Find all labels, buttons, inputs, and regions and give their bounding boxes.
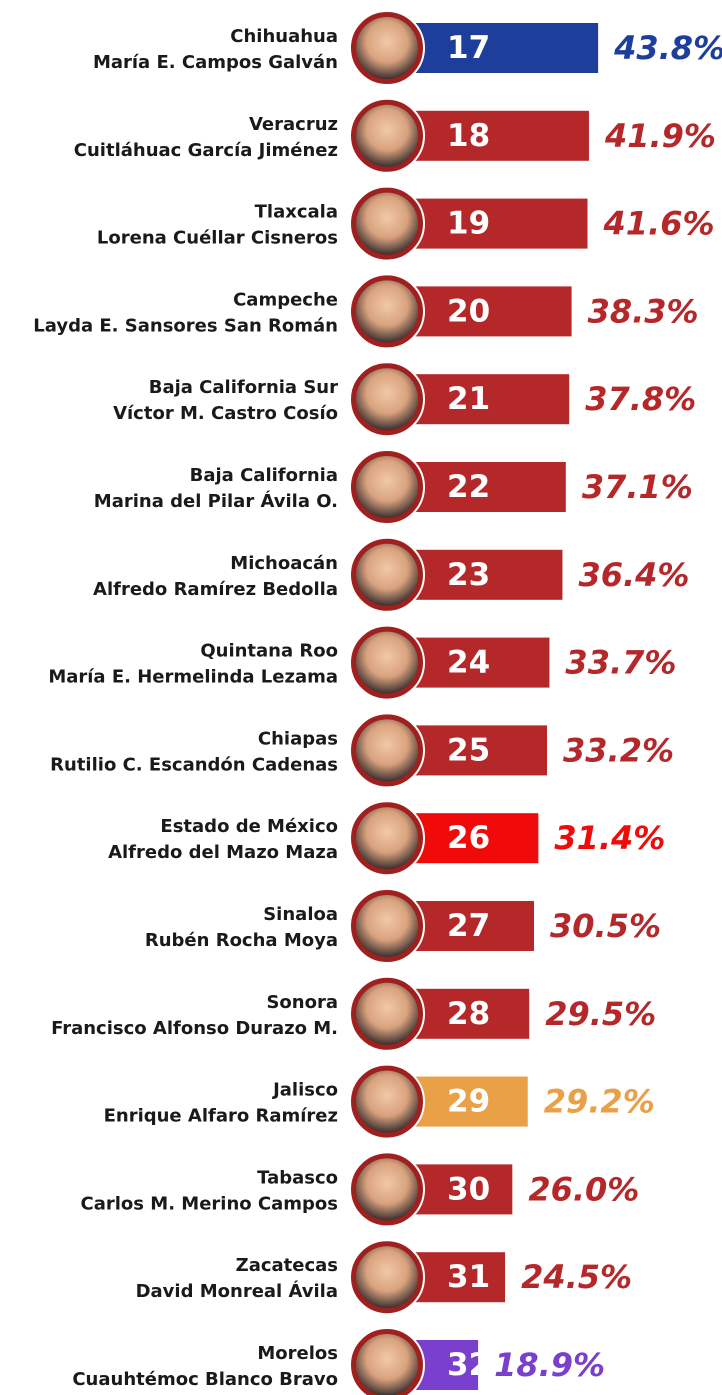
row: Zacatecas David Monreal Ávila 31 24.5% <box>136 1239 632 1316</box>
state-name: Morelos <box>257 1343 338 1364</box>
value-label: 41.6% <box>603 205 715 243</box>
rank: 26 <box>447 820 490 856</box>
photo <box>356 192 418 255</box>
governor-name: Cuitláhuac García Jiménez <box>74 140 338 161</box>
governor-name: David Monreal Ávila <box>136 1280 338 1302</box>
state-name: Campeche <box>233 289 338 310</box>
row: Sinaloa Rubén Rocha Moya 27 30.5% <box>145 888 661 964</box>
state-name: Zacatecas <box>236 1255 338 1276</box>
rank: 22 <box>447 469 490 505</box>
value-label: 37.1% <box>582 468 693 506</box>
rank: 20 <box>447 293 490 329</box>
row: Michoacán Alfredo Ramírez Bedolla 23 36.4% <box>93 536 689 613</box>
governor-name: Lorena Cuéllar Cisneros <box>97 228 338 249</box>
value-label: 29.2% <box>544 1083 655 1121</box>
state-name: Chiapas <box>258 728 338 749</box>
row: Tabasco Carlos M. Merino Campos 30 26.0% <box>81 1151 639 1228</box>
row: Quintana Roo María E. Hermelinda Lezama 24… <box>48 624 676 701</box>
value-label: 37.8% <box>585 380 696 418</box>
photo <box>356 17 418 79</box>
photo <box>356 280 418 343</box>
photo <box>356 982 418 1045</box>
photo <box>356 456 418 518</box>
value-label: 36.4% <box>578 556 689 594</box>
row: Jalisco Enrique Alfaro Ramírez 29 29.2% <box>104 1063 655 1140</box>
value-label: 29.5% <box>545 995 656 1033</box>
photo <box>356 1158 418 1221</box>
photo <box>356 543 418 606</box>
rank: 21 <box>447 381 490 417</box>
photo <box>356 807 418 870</box>
governor-name: Alfredo del Mazo Maza <box>108 842 338 863</box>
photo <box>356 631 418 694</box>
state-name: Sonora <box>266 992 338 1013</box>
governor-name: María E. Hermelinda Lezama <box>48 667 338 688</box>
value-label: 43.8% <box>613 29 722 67</box>
row: Morelos Cuauhtémoc Blanco Bravo 32 18.9% <box>72 1327 605 1395</box>
state-name: Quintana Roo <box>200 641 338 662</box>
row: Campeche Layda E. Sansores San Román 20 38.… <box>33 273 699 350</box>
row: Baja California Sur Víctor M. Castro Cosí… <box>113 361 696 438</box>
rank: 25 <box>447 732 490 768</box>
photo <box>356 104 418 167</box>
rank: 24 <box>447 645 490 681</box>
rank: 18 <box>447 118 490 154</box>
row: Chiapas Rutilio C. Escandón Cadenas 25 33.2… <box>50 712 674 789</box>
photo <box>356 719 418 782</box>
photo <box>356 1334 418 1395</box>
state-name: Tlaxcala <box>255 202 338 223</box>
value-label: 33.7% <box>565 644 676 682</box>
rank: 28 <box>447 996 490 1032</box>
governor-name: Víctor M. Castro Cosío <box>113 403 338 424</box>
rank: 19 <box>447 206 490 242</box>
value-label: 41.9% <box>604 117 716 155</box>
governor-name: Rubén Rocha Moya <box>145 930 338 951</box>
state-name: Chihuahua <box>230 26 338 47</box>
rank: 30 <box>447 1171 490 1207</box>
governor-name: Alfredo Ramírez Bedolla <box>93 579 338 600</box>
photo <box>356 895 418 957</box>
state-name: Veracruz <box>249 114 338 135</box>
value-label: 38.3% <box>588 292 699 330</box>
value-label: 31.4% <box>554 819 665 857</box>
governor-name: María E. Campos Galván <box>93 52 338 73</box>
row: Tlaxcala Lorena Cuéllar Cisneros 19 41.6% <box>97 185 715 262</box>
rank: 31 <box>447 1259 490 1295</box>
rank: 23 <box>447 557 490 593</box>
governor-name: Marina del Pilar Ávila O. <box>94 490 338 512</box>
governor-name: Carlos M. Merino Campos <box>81 1193 338 1214</box>
value-label: 18.9% <box>494 1346 605 1384</box>
state-name: Michoacán <box>230 553 338 574</box>
photo <box>356 1246 418 1309</box>
rank: 17 <box>447 30 490 66</box>
rank: 29 <box>447 1084 490 1120</box>
state-name: Sinaloa <box>263 904 338 925</box>
governor-name: Rutilio C. Escandón Cadenas <box>50 754 338 775</box>
value-label: 24.5% <box>521 1258 632 1296</box>
state-name: Baja California <box>190 465 338 486</box>
row: Estado de México Alfredo del Mazo Maza 26 3… <box>108 800 665 877</box>
photo <box>356 1070 418 1133</box>
rank: 32 <box>447 1347 490 1383</box>
row: Sonora Francisco Alfonso Durazo M. 28 29.5% <box>51 975 656 1052</box>
state-name: Tabasco <box>257 1167 338 1188</box>
row: Baja California Marina del Pilar Ávila O.… <box>94 449 693 525</box>
row: Chihuahua María E. Campos Galván 17 43.8% <box>93 10 722 86</box>
state-name: Jalisco <box>271 1080 338 1101</box>
rank: 27 <box>447 908 490 944</box>
governor-name: Francisco Alfonso Durazo M. <box>51 1018 338 1039</box>
row: Veracruz Cuitláhuac García Jiménez 18 41.9% <box>74 97 716 174</box>
governor-name: Layda E. Sansores San Román <box>33 315 338 336</box>
photo <box>356 368 418 431</box>
state-name: Baja California Sur <box>149 377 338 398</box>
state-name: Estado de México <box>160 816 338 837</box>
value-label: 33.2% <box>563 731 674 769</box>
governor-name: Enrique Alfaro Ramírez <box>104 1106 338 1127</box>
governor-name: Cuauhtémoc Blanco Bravo <box>72 1369 338 1390</box>
value-label: 26.0% <box>528 1170 639 1208</box>
value-label: 30.5% <box>550 907 661 945</box>
